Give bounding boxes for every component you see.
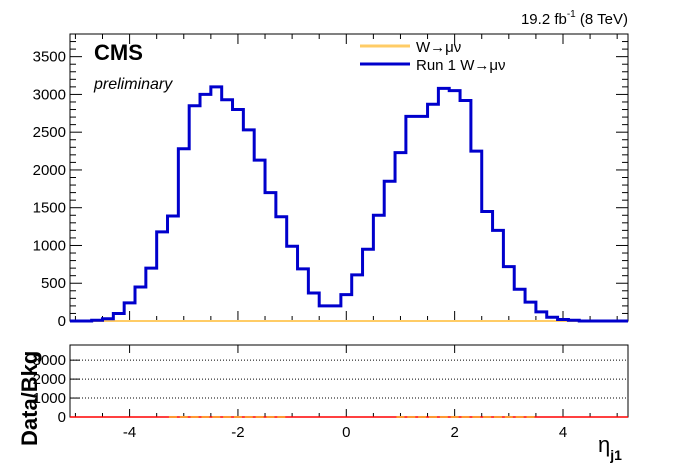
series-line-1 (70, 85, 628, 323)
legend: W→μν Run 1 W→μν (360, 39, 506, 74)
y-tick-label: 3500 (33, 49, 66, 66)
y-tick-label: 2000 (33, 162, 66, 179)
x-axis-label: ηj1 (598, 432, 622, 463)
x-tick-label: -4 (123, 424, 136, 441)
ratio-y-tick-label: 0 (58, 409, 66, 426)
y-tick-label: 500 (41, 275, 66, 292)
legend-label-bkg: W→μν (416, 39, 461, 56)
lumi-label: 19.2 fb-1 (8 TeV) (521, 9, 628, 28)
y-tick-label: 1500 (33, 200, 66, 217)
y-tick-label: 0 (58, 313, 66, 330)
ratio-y-tick-label: 1000 (33, 390, 66, 407)
y-tick-label: 2500 (33, 124, 66, 141)
x-tick-label: 0 (342, 424, 350, 441)
ratio-y-axis-label: Data/Bkg (17, 351, 42, 446)
experiment-label: CMS (94, 40, 143, 65)
ratio-panel-frame (69, 344, 629, 418)
x-tick-label: 4 (559, 424, 567, 441)
ratio-y-tick-label: 3000 (33, 352, 66, 369)
y-tick-label: 1000 (33, 237, 66, 254)
y-tick-label: 3000 (33, 86, 66, 103)
status-label: preliminary (93, 76, 173, 93)
legend-label-run1: Run 1 W→μν (416, 57, 506, 74)
ratio-y-tick-label: 2000 (33, 371, 66, 388)
x-tick-label: -2 (231, 424, 244, 441)
x-tick-label: 2 (450, 424, 458, 441)
